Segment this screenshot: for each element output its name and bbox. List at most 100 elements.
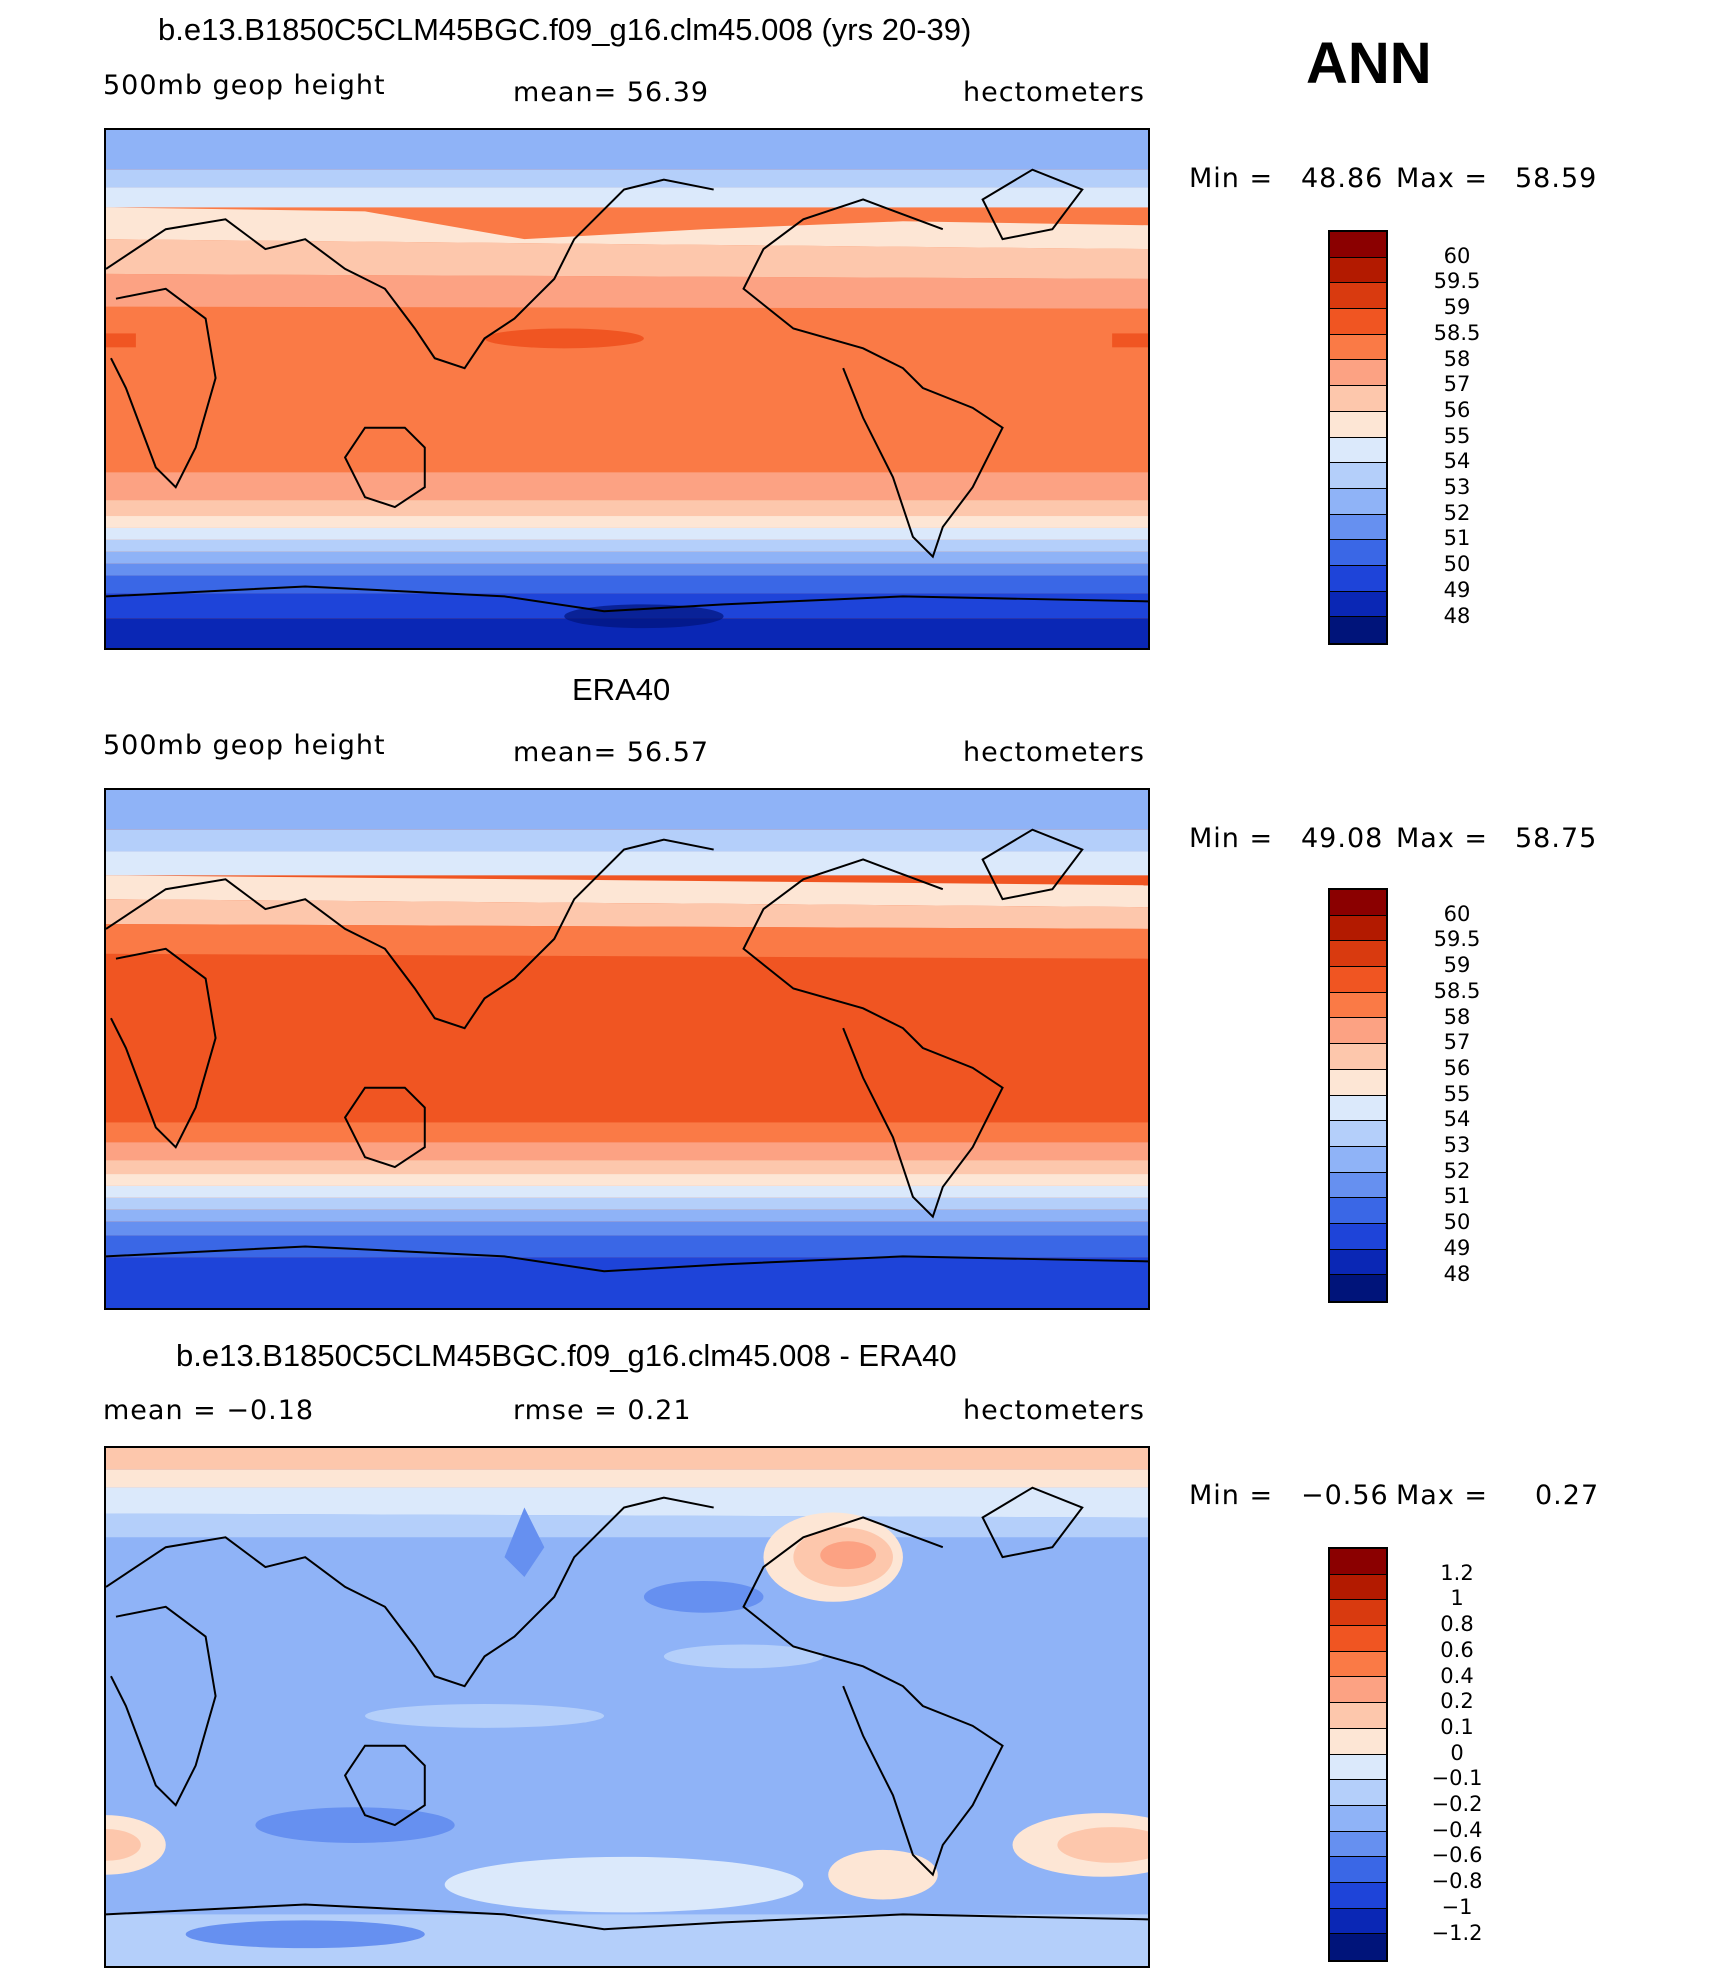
panel-title: b.e13.B1850C5CLM45BGC.f09_g16.clm45.008 … [158, 12, 972, 47]
colorbar-label: 58 [1443, 1004, 1471, 1029]
colorbar-swatch [1330, 967, 1386, 993]
panel-title: ERA40 [572, 672, 671, 707]
colorbar-label: 0.2 [1440, 1689, 1474, 1714]
colorbar-swatch [1330, 257, 1386, 284]
colorbar-label: 51 [1443, 526, 1471, 551]
colorbar-label: 0.1 [1440, 1714, 1474, 1739]
colorbar-swatch [1330, 1121, 1386, 1147]
colorbar-swatch [1330, 1626, 1386, 1652]
colorbar-label: 57 [1443, 1030, 1471, 1055]
colorbar-swatch [1330, 1069, 1386, 1096]
colorbar-swatch [1330, 1249, 1386, 1276]
season-label: ANN [1306, 31, 1432, 96]
variable-label: 500mb geop height [103, 70, 386, 101]
colorbar-label: 57 [1443, 372, 1471, 397]
colorbar-swatch [1330, 1831, 1386, 1858]
colorbar-label: 0.4 [1440, 1663, 1474, 1688]
colorbar-swatch [1330, 1600, 1386, 1627]
colorbar-swatch [1330, 1095, 1386, 1122]
colorbar-swatch [1330, 941, 1386, 968]
colorbar-label: 53 [1443, 475, 1471, 499]
mean-label: mean= 56.57 [513, 737, 710, 768]
max-label: Max = [1396, 823, 1489, 854]
colorbar-swatch [1330, 488, 1386, 515]
units-label: hectometers [963, 77, 1145, 108]
colorbar-label: 0 [1450, 1740, 1464, 1765]
units-label: hectometers [963, 1395, 1145, 1426]
colorbar-label: 54 [1443, 449, 1471, 474]
colorbar-label: 59 [1443, 295, 1471, 320]
colorbar-swatch [1330, 565, 1386, 592]
colorbar-swatch [1330, 437, 1386, 464]
colorbar-swatch [1330, 1018, 1386, 1045]
colorbar-label: −0.4 [1431, 1817, 1483, 1842]
colorbar-swatch [1330, 1549, 1386, 1575]
colorbar-label: −0.1 [1431, 1766, 1483, 1791]
colorbar-label: 49 [1443, 577, 1471, 602]
units-label: hectometers [963, 737, 1145, 768]
colorbar-label: 48 [1443, 603, 1471, 628]
colorbar-swatch [1330, 232, 1386, 258]
colorbar-label: 55 [1443, 1081, 1471, 1106]
colorbar-label: −0.6 [1431, 1843, 1483, 1868]
colorbar-label: 58.5 [1433, 320, 1481, 345]
colorbar-swatch [1330, 411, 1386, 438]
colorbar-swatch [1330, 992, 1386, 1019]
min-value: 48.86 [1301, 163, 1384, 194]
max-value: 0.27 [1535, 1480, 1600, 1511]
colorbar-swatch [1330, 1172, 1386, 1199]
colorbar-label: 53 [1443, 1133, 1471, 1157]
colorbar-swatch [1330, 1044, 1386, 1070]
colorbar-swatch [1330, 463, 1386, 489]
min-label: Min = [1189, 1480, 1274, 1511]
colorbar-swatch [1330, 360, 1386, 387]
colorbar-label: 59.5 [1433, 927, 1481, 952]
max-label: Max = [1396, 163, 1489, 194]
colorbar-label: −0.8 [1431, 1869, 1483, 1894]
colorbar-label: 1.2 [1440, 1560, 1474, 1585]
colorbar-swatch [1330, 1677, 1386, 1704]
colorbar-swatch [1330, 1146, 1386, 1173]
colorbar-swatch [1330, 1275, 1386, 1301]
colorbar-label: 58 [1443, 346, 1471, 371]
colorbar-swatch [1330, 890, 1386, 916]
colorbar-swatch [1330, 1651, 1386, 1678]
colorbar-swatch [1330, 1223, 1386, 1250]
colorbar-swatch [1330, 1882, 1386, 1909]
colorbar [1328, 888, 1388, 1303]
colorbar-swatch [1330, 617, 1386, 643]
colorbar-label: 0.8 [1440, 1612, 1474, 1637]
colorbar-swatch [1330, 1754, 1386, 1781]
mean-label: mean= 56.39 [513, 77, 710, 108]
colorbar-swatch [1330, 1805, 1386, 1832]
min-value: 49.08 [1301, 823, 1384, 854]
colorbar [1328, 230, 1388, 645]
variable-label: 500mb geop height [103, 730, 386, 761]
model-map [104, 128, 1150, 650]
colorbar-label: 60 [1443, 243, 1471, 268]
diff-map [104, 1446, 1150, 1968]
colorbar-label: 52 [1443, 500, 1471, 525]
colorbar-swatch [1330, 1703, 1386, 1729]
colorbar-label: 48 [1443, 1261, 1471, 1286]
colorbar-label: 60 [1443, 901, 1471, 926]
colorbar-swatch [1330, 1934, 1386, 1960]
colorbar-label: 0.6 [1440, 1637, 1474, 1662]
colorbar-swatch [1330, 334, 1386, 361]
colorbar-label: 59 [1443, 953, 1471, 978]
colorbar-label: −0.2 [1431, 1792, 1483, 1816]
colorbar-label: 58.5 [1433, 978, 1481, 1003]
colorbar-swatch [1330, 1198, 1386, 1224]
colorbar-label: 52 [1443, 1158, 1471, 1183]
rmse-label: rmse = 0.21 [513, 1395, 692, 1426]
colorbar-swatch [1330, 514, 1386, 541]
min-label: Min = [1189, 823, 1274, 854]
colorbar-label: 55 [1443, 423, 1471, 448]
colorbar [1328, 1547, 1388, 1962]
colorbar-label: 59.5 [1433, 269, 1481, 294]
colorbar-label: 56 [1443, 1055, 1471, 1080]
colorbar-swatch [1330, 591, 1386, 618]
colorbar-label: −1.2 [1431, 1920, 1483, 1945]
colorbar-swatch [1330, 915, 1386, 942]
colorbar-swatch [1330, 283, 1386, 310]
